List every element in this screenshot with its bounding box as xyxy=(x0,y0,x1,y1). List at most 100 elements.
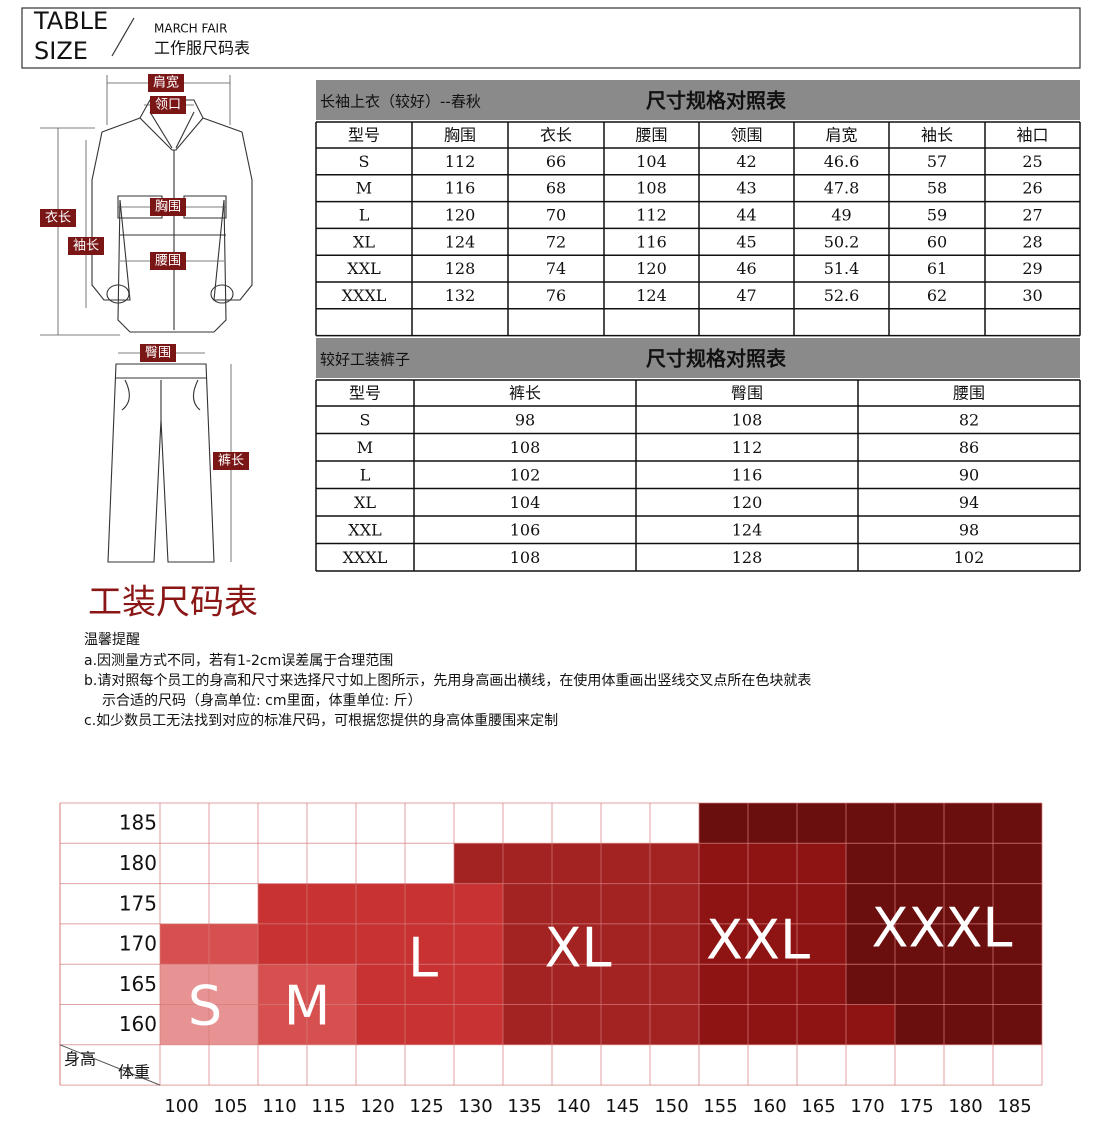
grid-cell xyxy=(944,803,993,844)
grid-cell xyxy=(944,923,993,965)
height-label: 165 xyxy=(119,972,157,996)
table-cell: 102 xyxy=(954,548,985,567)
table-cell: 74 xyxy=(546,259,566,278)
grid-cell xyxy=(356,843,405,884)
weight-label: 175 xyxy=(899,1096,933,1117)
header-frame xyxy=(21,7,1081,69)
table-cell: L xyxy=(359,206,370,225)
weight-label: 105 xyxy=(213,1096,247,1117)
label-box xyxy=(213,452,249,470)
grid-cell xyxy=(405,843,454,884)
weight-label: 140 xyxy=(556,1096,590,1117)
table-cell: 49 xyxy=(831,206,851,225)
weight-label: 115 xyxy=(311,1096,345,1117)
grid-cell xyxy=(307,964,356,1005)
table-cell: 30 xyxy=(1022,286,1042,305)
weight-label: 135 xyxy=(507,1096,541,1117)
grid-cell xyxy=(699,883,748,924)
grid-cell xyxy=(160,843,209,884)
grid-cell xyxy=(993,843,1042,884)
header-title: SIZE xyxy=(34,37,88,65)
height-label: 180 xyxy=(119,851,157,875)
table-cell: 47 xyxy=(736,286,756,305)
grid-cell xyxy=(209,803,258,844)
size-region-label: XL xyxy=(544,917,611,980)
table-cell: 120 xyxy=(732,493,763,512)
grid-cell xyxy=(601,843,650,884)
pants-drawing xyxy=(107,352,232,563)
weight-label: 160 xyxy=(752,1096,786,1117)
grid-cell xyxy=(503,883,552,924)
table-cell: 112 xyxy=(445,152,476,171)
grid-cell xyxy=(307,1004,356,1045)
table-cell: 124 xyxy=(636,286,667,305)
table-cell: 46 xyxy=(736,259,756,278)
table-cell: 98 xyxy=(959,520,979,539)
table-cell: 102 xyxy=(510,465,541,484)
grid-cell xyxy=(699,923,748,965)
grid-cell xyxy=(748,883,797,924)
table-cell: 104 xyxy=(636,152,667,171)
weight-label: 185 xyxy=(997,1096,1031,1117)
table-cell: 42 xyxy=(736,152,756,171)
grid-cell xyxy=(356,1004,405,1045)
grid-cell xyxy=(748,1004,797,1045)
table-cell: 120 xyxy=(636,259,667,278)
table-title-bar xyxy=(316,80,1080,120)
grid-cell xyxy=(944,843,993,884)
diagram-label: 肩宽 xyxy=(153,75,179,91)
grid-cell xyxy=(993,923,1042,965)
grid-cell xyxy=(748,843,797,884)
table-cell: 112 xyxy=(636,206,667,225)
grid-cell xyxy=(846,843,895,884)
jacket-drawing xyxy=(91,99,253,333)
height-label: 160 xyxy=(119,1012,157,1036)
table-cell: 44 xyxy=(736,206,756,225)
size-region-label: S xyxy=(188,975,222,1038)
grid-cell xyxy=(454,843,503,884)
size-region-label: XXL xyxy=(706,909,810,972)
grid-cell xyxy=(160,923,209,965)
table-cell: 94 xyxy=(959,493,979,512)
grid-cell xyxy=(699,843,748,884)
grid-cell xyxy=(258,843,307,884)
grid-cell xyxy=(307,923,356,965)
table-cell: 70 xyxy=(546,206,566,225)
grid-cell xyxy=(258,883,307,924)
table-cell: 57 xyxy=(927,152,947,171)
table-cell: 124 xyxy=(445,232,476,251)
table-cell: 26 xyxy=(1022,179,1042,198)
grid-cell xyxy=(650,923,699,965)
grid-cell xyxy=(258,964,307,1005)
table-cell: 60 xyxy=(927,232,947,251)
table-header-cell: 型号 xyxy=(348,126,380,145)
weight-label: 165 xyxy=(801,1096,835,1117)
notes-heading: 温馨提醒 xyxy=(84,632,140,648)
grid-cell xyxy=(748,803,797,844)
header-subtitle: 工作服尺码表 xyxy=(154,39,250,58)
table-cell: 124 xyxy=(732,520,763,539)
table-cell: 51.4 xyxy=(824,259,860,278)
table-cell: 25 xyxy=(1022,152,1042,171)
grid-cell xyxy=(552,923,601,965)
table-cell: 132 xyxy=(445,286,476,305)
grid-cell xyxy=(307,803,356,844)
grid-cell xyxy=(748,923,797,965)
height-label: 170 xyxy=(119,932,157,956)
note-line: 示合适的尺码（身高单位: cm里面，体重单位: 斤） xyxy=(102,692,422,709)
table-header-cell: 领围 xyxy=(730,126,762,145)
table-cell: XXL xyxy=(348,520,382,539)
grid-cell xyxy=(258,803,307,844)
grid-cell xyxy=(993,964,1042,1005)
table-cell: 50.2 xyxy=(824,232,860,251)
grid-cell xyxy=(160,1004,209,1045)
table-header-cell: 腰围 xyxy=(635,126,667,145)
height-axis-label: 身高 xyxy=(64,1049,96,1068)
grid-cell xyxy=(503,923,552,965)
label-box xyxy=(150,198,186,216)
table-cell: XL xyxy=(353,232,375,251)
grid-cell xyxy=(601,1004,650,1045)
label-box xyxy=(68,237,104,255)
table-title: 较好工装裤子 xyxy=(320,351,410,369)
